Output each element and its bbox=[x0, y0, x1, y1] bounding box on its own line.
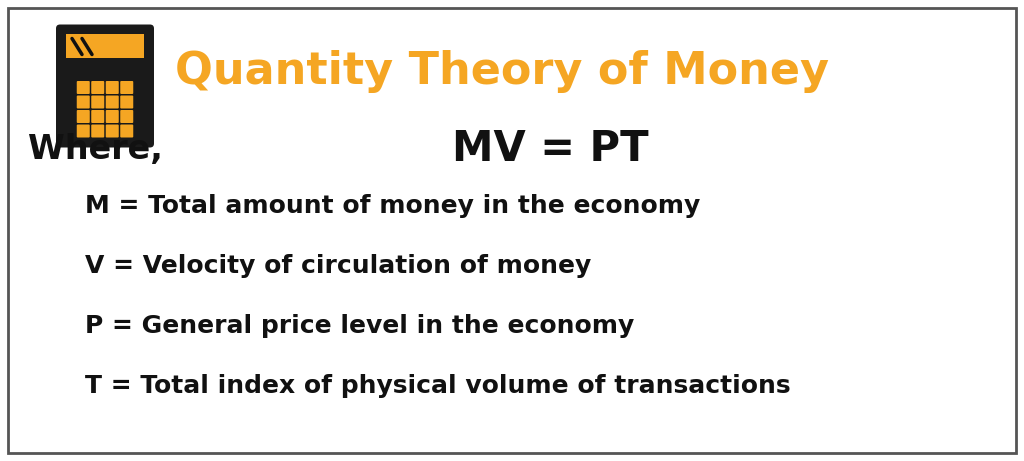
Text: P = General price level in the economy: P = General price level in the economy bbox=[85, 314, 634, 338]
FancyBboxPatch shape bbox=[91, 124, 104, 137]
FancyBboxPatch shape bbox=[120, 124, 133, 137]
FancyBboxPatch shape bbox=[120, 95, 133, 108]
FancyBboxPatch shape bbox=[56, 24, 154, 148]
Text: M = Total amount of money in the economy: M = Total amount of money in the economy bbox=[85, 194, 700, 218]
FancyBboxPatch shape bbox=[120, 110, 133, 123]
FancyBboxPatch shape bbox=[105, 124, 119, 137]
FancyBboxPatch shape bbox=[105, 95, 119, 108]
FancyBboxPatch shape bbox=[120, 81, 133, 94]
FancyBboxPatch shape bbox=[66, 35, 144, 59]
FancyBboxPatch shape bbox=[8, 8, 1016, 453]
FancyBboxPatch shape bbox=[105, 110, 119, 123]
FancyBboxPatch shape bbox=[91, 81, 104, 94]
Text: Quantity Theory of Money: Quantity Theory of Money bbox=[175, 49, 829, 93]
Text: MV = PT: MV = PT bbox=[452, 128, 648, 170]
FancyBboxPatch shape bbox=[77, 95, 90, 108]
Text: V = Velocity of circulation of money: V = Velocity of circulation of money bbox=[85, 254, 591, 278]
FancyBboxPatch shape bbox=[91, 110, 104, 123]
FancyBboxPatch shape bbox=[77, 81, 90, 94]
FancyBboxPatch shape bbox=[105, 81, 119, 94]
FancyBboxPatch shape bbox=[77, 110, 90, 123]
Text: T = Total index of physical volume of transactions: T = Total index of physical volume of tr… bbox=[85, 374, 791, 398]
FancyBboxPatch shape bbox=[77, 124, 90, 137]
Text: Where,: Where, bbox=[28, 132, 163, 165]
FancyBboxPatch shape bbox=[91, 95, 104, 108]
